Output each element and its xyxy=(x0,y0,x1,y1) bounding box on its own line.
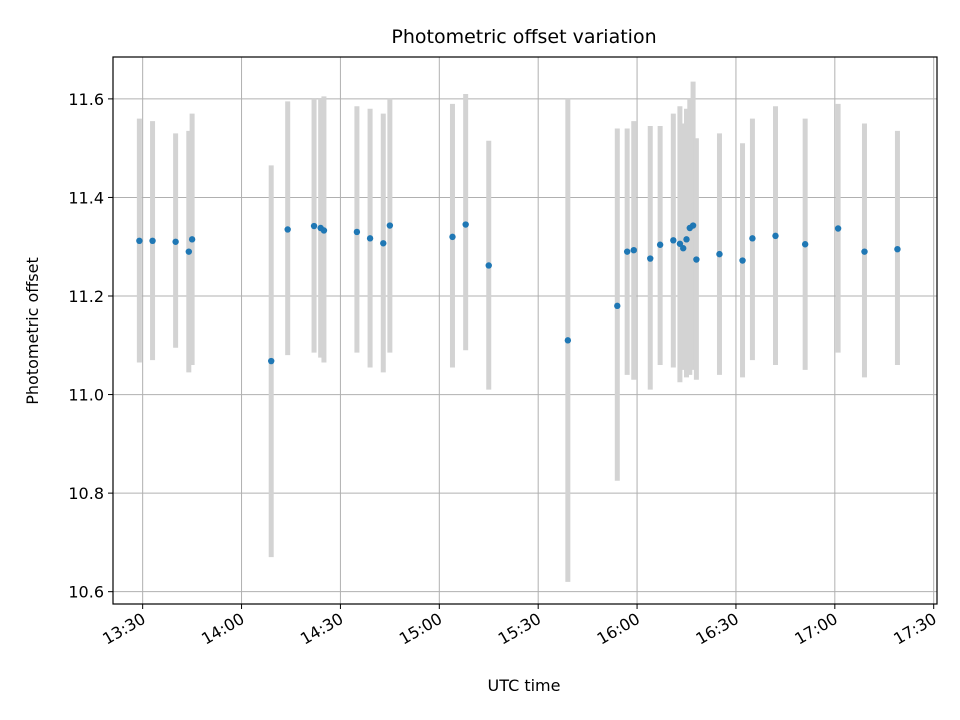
data-point xyxy=(310,222,318,230)
data-point xyxy=(772,232,779,240)
data-point xyxy=(739,257,746,264)
data-point xyxy=(670,237,677,244)
data-point xyxy=(623,248,631,255)
data-point xyxy=(683,236,690,243)
y-tick-label: 10.6 xyxy=(68,583,104,602)
data-point xyxy=(716,250,723,258)
data-point xyxy=(614,302,621,310)
data-point xyxy=(564,337,572,344)
chart-title: Photometric offset variation xyxy=(391,26,656,48)
data-point xyxy=(485,262,492,269)
data-point xyxy=(284,226,291,233)
data-point xyxy=(380,240,387,247)
data-point xyxy=(861,248,868,255)
data-point xyxy=(268,357,275,365)
data-point xyxy=(136,237,143,245)
data-point xyxy=(185,248,193,255)
data-point xyxy=(801,241,809,248)
data-point xyxy=(462,221,469,228)
data-point xyxy=(647,255,654,262)
data-point xyxy=(386,222,394,229)
data-point xyxy=(366,235,374,242)
y-axis-label: Photometric offset xyxy=(23,257,42,405)
data-point xyxy=(353,228,361,236)
data-point xyxy=(188,236,196,243)
grid xyxy=(113,57,937,604)
data-point xyxy=(676,240,684,247)
data-point xyxy=(149,237,156,245)
data-point xyxy=(693,256,700,263)
data-point xyxy=(680,245,687,252)
data-point xyxy=(449,233,456,241)
y-tick-label: 11.6 xyxy=(68,90,104,109)
data-point xyxy=(172,238,179,245)
data-point xyxy=(656,241,664,248)
data-point xyxy=(320,227,328,234)
data-point xyxy=(749,235,756,242)
data-point xyxy=(689,222,697,229)
x-axis-label: UTC time xyxy=(488,676,561,695)
plot-area-frame xyxy=(112,56,938,605)
data-points xyxy=(136,221,901,365)
y-axis: 10.6 10.8 11.0 11.2 11.4 11.6 xyxy=(68,90,113,602)
y-tick-label: 11.4 xyxy=(68,188,104,207)
y-tick-label: 10.8 xyxy=(68,484,104,503)
y-tick-label: 11.2 xyxy=(68,287,104,306)
data-point xyxy=(834,225,842,232)
y-tick-label: 11.0 xyxy=(68,386,104,405)
data-point xyxy=(894,245,901,253)
data-point xyxy=(630,246,637,254)
